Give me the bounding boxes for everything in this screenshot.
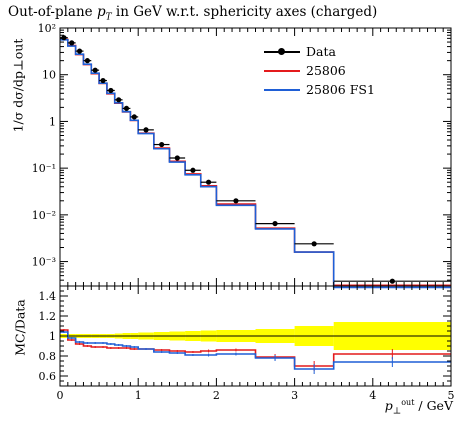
data-point — [92, 67, 98, 73]
data-point — [76, 48, 83, 54]
legend-item-25806-fs1: 25806 FS1 — [264, 80, 375, 99]
y-tick-label-ratio: 1.4 — [39, 290, 57, 303]
data-point — [143, 127, 149, 133]
data-point — [116, 97, 122, 103]
x-tick-label: 2 — [213, 389, 220, 402]
x-axis-label: p⊥out / GeV — [385, 398, 453, 417]
legend-swatch-data — [264, 45, 300, 59]
data-point — [100, 77, 106, 84]
ratio-series-25806-fs1 — [60, 331, 451, 370]
x-label-var: p — [384, 398, 393, 414]
data-point — [311, 241, 317, 247]
y-tick-label-ratio: 0.8 — [39, 350, 57, 363]
y-tick-label-main: 10 — [42, 69, 56, 82]
data-point — [84, 58, 90, 64]
y-tick-label-main: 1 — [49, 115, 56, 128]
legend-label-25806: 25806 — [306, 63, 346, 78]
title-var-sub: T — [105, 12, 112, 23]
data-point — [69, 40, 75, 46]
legend-item-data: Data — [264, 42, 375, 61]
y-tick-label-main: 10² — [38, 22, 56, 35]
x-tick-label: 4 — [369, 389, 376, 402]
legend-swatch-25806-fs1 — [264, 83, 300, 97]
main-series-25806 — [60, 38, 451, 287]
data-point — [205, 179, 212, 185]
title-prefix: Out-of-plane — [8, 4, 93, 20]
legend-swatch-25806 — [264, 64, 300, 78]
chart-title: Out-of-plane pT in GeV w.r.t. sphericity… — [8, 4, 377, 23]
x-label-sub: ⊥ — [392, 406, 402, 417]
y-tick-label-ratio: 0.6 — [39, 370, 57, 383]
data-point — [233, 198, 239, 204]
data-point — [159, 141, 165, 148]
legend: Data 25806 25806 FS1 — [264, 42, 375, 99]
data-point — [272, 220, 278, 227]
legend-label-25806-fs1: 25806 FS1 — [306, 82, 375, 97]
data-point — [123, 105, 130, 112]
main-panel-frame — [59, 27, 452, 287]
x-tick-label: 1 — [135, 389, 142, 402]
y-tick-label-main: 10⁻¹ — [32, 162, 56, 175]
legend-item-25806: 25806 — [264, 61, 375, 80]
x-label-unit: / GeV — [418, 398, 453, 414]
legend-label-data: Data — [306, 44, 336, 59]
y-tick-label-main: 10⁻³ — [32, 256, 56, 269]
x-tick-label: 3 — [291, 389, 298, 402]
y-tick-label-main: 10⁻² — [32, 209, 56, 222]
data-point — [61, 35, 67, 41]
y-tick-label-ratio: 1 — [49, 330, 56, 343]
title-var: p — [96, 4, 106, 20]
data-point — [389, 278, 395, 284]
title-suffix: in GeV w.r.t. sphericity axes (charged) — [115, 4, 378, 20]
x-label-sup: out — [401, 398, 415, 407]
x-tick-label: 5 — [448, 389, 455, 402]
data-point — [190, 167, 196, 173]
data-point — [108, 87, 114, 94]
y-tick-label-ratio: 1.2 — [39, 310, 57, 323]
data-point — [131, 114, 137, 120]
main-series-25806-fs1 — [60, 38, 451, 289]
x-tick-label: 0 — [57, 389, 64, 402]
data-point — [174, 155, 180, 161]
